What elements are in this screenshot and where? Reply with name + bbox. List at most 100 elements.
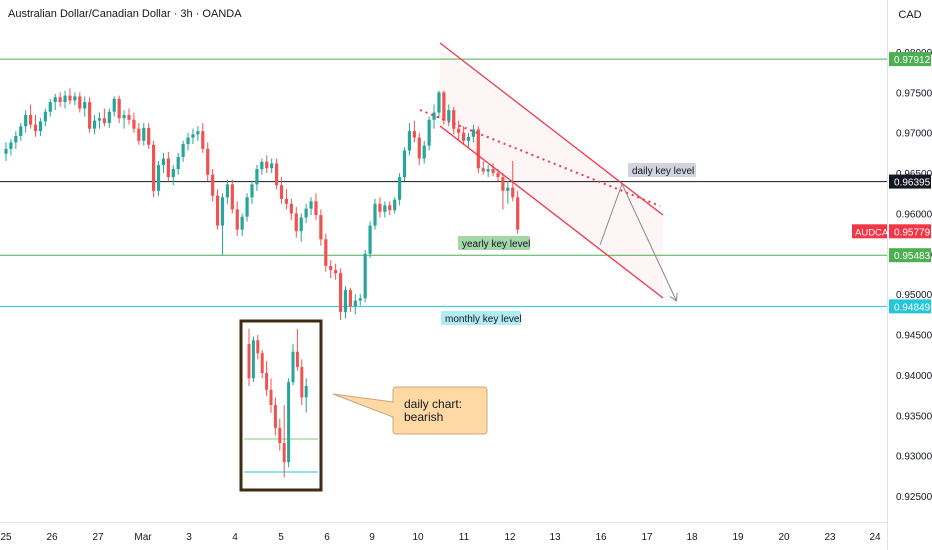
chart-title: Australian Dollar/Canadian Dollar · 3h ·… [8, 8, 242, 20]
candle-body [373, 203, 377, 226]
candle-body [245, 197, 249, 217]
candle-body [4, 148, 8, 154]
candle-body [240, 216, 244, 230]
candle-body [270, 163, 274, 169]
candle-body [299, 217, 303, 232]
candle-body [225, 184, 229, 198]
candle-body [68, 95, 72, 101]
candle-body [329, 265, 333, 270]
candle-body [481, 168, 485, 172]
currency-label[interactable]: CAD [898, 9, 922, 21]
price-tick-label: 0.97000 [896, 129, 932, 140]
level-tag-bg [458, 236, 530, 250]
inset-candle-body [256, 340, 260, 354]
candle-body [516, 197, 520, 230]
time-tick-label: 24 [869, 532, 881, 543]
time-tick-label: 20 [778, 532, 790, 543]
inset-candle-body [300, 366, 304, 398]
symbol-tag-bg [852, 224, 887, 239]
time-tick-label: Mar [134, 532, 152, 543]
candle-body [432, 112, 436, 120]
callout-text: bearish [404, 410, 443, 424]
candle-body [24, 114, 28, 127]
candle-body [88, 102, 92, 129]
candle-body [289, 203, 293, 214]
candle-body [73, 96, 77, 101]
price-badge-text: 0.95779 [894, 227, 931, 238]
candle-body [511, 187, 515, 198]
candle-body [156, 165, 161, 191]
candle-body [461, 132, 466, 141]
time-tick-label: 11 [459, 532, 470, 543]
time-tick-label: 5 [278, 532, 284, 543]
channel-upper-line [439, 42, 664, 216]
inset-candle-body [304, 385, 308, 398]
candle-body [196, 131, 200, 135]
candle-body [491, 169, 495, 174]
candle-body [447, 110, 451, 121]
candle-body [166, 158, 170, 178]
candle-body [92, 120, 97, 129]
candle-body [186, 137, 190, 145]
inset-candle-body [269, 389, 273, 405]
price-badge-bg [889, 299, 931, 314]
price-badge-text: 0.94849 [894, 302, 931, 313]
candle-body [191, 134, 195, 138]
time-tick-label: 4 [232, 532, 238, 543]
candle-body [314, 201, 318, 216]
candle-body [427, 119, 431, 146]
time-tick-label: 13 [549, 532, 561, 543]
inset-candle-body [260, 353, 264, 373]
candle-body [161, 158, 166, 166]
candle-body [215, 195, 220, 226]
price-tick-label: 0.93000 [896, 452, 932, 463]
time-tick-label: 10 [412, 532, 424, 543]
time-tick-label: 6 [324, 532, 330, 543]
candle-body [506, 187, 510, 191]
price-badge-bg [889, 52, 931, 67]
inset-candle-body [278, 427, 282, 444]
candle-body [201, 131, 205, 149]
inset-candle-body [265, 373, 269, 390]
candle-body [127, 114, 131, 120]
candle-body [132, 119, 136, 129]
candle-body [452, 110, 456, 129]
time-tick-label: 26 [46, 532, 58, 543]
inset-candle-body [291, 351, 295, 383]
candle-body [398, 177, 402, 200]
candle-body [334, 269, 338, 274]
candle-body [457, 128, 461, 133]
candle-body [9, 142, 13, 149]
price-badge-bg [889, 248, 931, 263]
candle-body [486, 169, 490, 172]
candle-body [117, 98, 121, 119]
candle-body [137, 128, 141, 141]
candle-body [284, 198, 289, 204]
price-badge-text: 0.96395 [894, 178, 931, 189]
time-tick-label: 17 [641, 532, 653, 543]
candle-body [147, 127, 151, 145]
candle-body [402, 150, 407, 178]
price-tick-label: 0.97500 [896, 88, 932, 99]
price-badge-bg [889, 174, 931, 189]
candle-body [83, 102, 87, 109]
callout-text: daily chart: [404, 397, 462, 411]
candle-body [388, 205, 392, 211]
candle-body [102, 118, 106, 124]
candle-body [304, 208, 308, 218]
candle-body [107, 111, 111, 124]
candle-body [211, 174, 215, 196]
candle-body [412, 131, 416, 138]
candle-body [14, 135, 18, 143]
candle-body [235, 209, 239, 230]
candle-body [378, 203, 382, 212]
candle-body [437, 92, 441, 113]
time-axis-separator [0, 522, 887, 523]
price-badge-text: 0.95483 [894, 251, 931, 262]
candle-body [407, 131, 412, 151]
candle-body [476, 129, 480, 169]
candle-body [142, 127, 146, 141]
candle-body [358, 298, 362, 301]
dotted-trend-line [419, 109, 661, 207]
